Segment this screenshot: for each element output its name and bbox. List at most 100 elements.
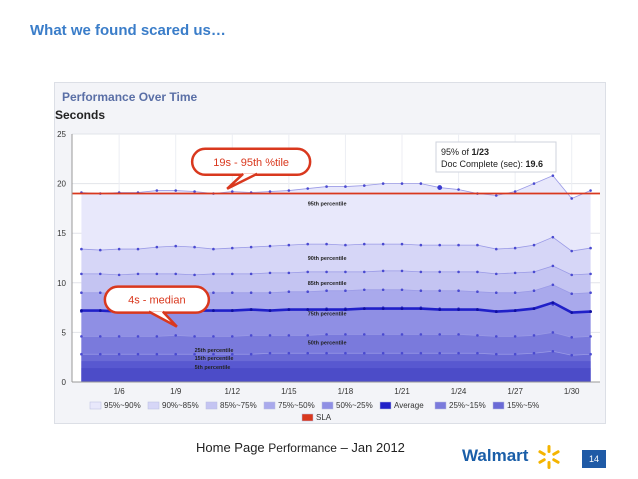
average-point bbox=[570, 311, 574, 314]
y-axis-label: Seconds bbox=[55, 108, 106, 122]
lower-band bbox=[81, 368, 591, 382]
legend-label: 25%~15% bbox=[449, 401, 486, 410]
band-point bbox=[494, 247, 498, 251]
band-point bbox=[551, 283, 555, 287]
band-point bbox=[381, 242, 385, 246]
average-point bbox=[230, 309, 234, 312]
band-point bbox=[400, 288, 404, 292]
band-point bbox=[570, 197, 574, 200]
legend-label: 95%~90% bbox=[104, 401, 141, 410]
band-point bbox=[419, 289, 423, 293]
average-point bbox=[212, 309, 215, 312]
band-point bbox=[419, 243, 423, 247]
band-point bbox=[419, 351, 423, 355]
band-point bbox=[268, 291, 272, 295]
band-point bbox=[589, 189, 592, 192]
callout-tail bbox=[148, 310, 178, 328]
band-point bbox=[589, 272, 592, 276]
band-point bbox=[362, 333, 366, 336]
band-point bbox=[532, 289, 536, 293]
band-point bbox=[344, 243, 347, 247]
band-point bbox=[249, 272, 253, 276]
y-tick-label: 25 bbox=[57, 130, 66, 139]
legend-label: SLA bbox=[316, 413, 332, 422]
band-point bbox=[117, 352, 121, 356]
band-point bbox=[494, 352, 498, 356]
average-point bbox=[419, 307, 423, 310]
percentile-label: 15th percentile bbox=[195, 356, 234, 362]
average-point bbox=[325, 308, 328, 311]
band-point bbox=[212, 247, 215, 251]
percentile-label: 5th percentile bbox=[195, 365, 231, 371]
average-point bbox=[476, 308, 479, 311]
average-point bbox=[513, 309, 517, 312]
tooltip-line2: Doc Complete (sec): 19.6 bbox=[441, 159, 543, 169]
band-point bbox=[400, 333, 404, 336]
legend-label: 15%~5% bbox=[507, 401, 539, 410]
average-point bbox=[80, 309, 83, 312]
band-point bbox=[476, 243, 479, 247]
band-edge-25%~15% bbox=[81, 331, 591, 338]
footer-rest: – Jan 2012 bbox=[336, 440, 405, 455]
band-edge-90%~85% bbox=[81, 236, 591, 252]
band-point bbox=[532, 334, 536, 337]
band-point bbox=[230, 335, 234, 338]
band-point bbox=[325, 185, 328, 188]
band-point bbox=[306, 270, 310, 274]
band-point bbox=[344, 270, 347, 274]
average-point bbox=[98, 309, 102, 312]
band-point bbox=[230, 352, 234, 356]
band-point bbox=[80, 247, 83, 251]
band-point bbox=[287, 189, 291, 192]
x-tick-label: 1/18 bbox=[338, 387, 354, 396]
legend-swatch bbox=[205, 401, 218, 410]
band-point bbox=[381, 288, 385, 292]
band-point bbox=[513, 246, 517, 250]
band-point bbox=[589, 291, 592, 295]
slide-title: What we found scared us… bbox=[30, 22, 226, 39]
band-point bbox=[457, 243, 460, 247]
band-point bbox=[268, 351, 272, 355]
band-point bbox=[136, 335, 140, 338]
band-point bbox=[98, 352, 102, 356]
band-point bbox=[551, 174, 555, 177]
average-point bbox=[362, 307, 366, 310]
band-point bbox=[98, 248, 102, 252]
band-point bbox=[155, 272, 159, 276]
band-point bbox=[249, 245, 253, 249]
band-point bbox=[419, 333, 423, 336]
percentile-label: 25th percentile bbox=[195, 348, 234, 354]
band-point bbox=[551, 264, 555, 268]
band-point bbox=[249, 291, 253, 295]
legend-swatch bbox=[263, 401, 276, 410]
band-point bbox=[381, 351, 385, 355]
band-point bbox=[362, 184, 366, 187]
tooltip-line1: 95% of 1/23 bbox=[441, 147, 489, 157]
callout-text: 19s - 95th %tile bbox=[213, 157, 289, 169]
band-point bbox=[344, 289, 347, 293]
band-point bbox=[98, 291, 102, 295]
legend-label: Average bbox=[394, 401, 424, 410]
band-point bbox=[438, 289, 442, 293]
x-tick-label: 1/12 bbox=[224, 387, 240, 396]
band-point bbox=[513, 335, 517, 338]
average-point bbox=[532, 307, 536, 310]
band-point bbox=[457, 270, 460, 274]
band-point bbox=[494, 194, 498, 197]
band-point bbox=[155, 189, 159, 192]
band-point bbox=[476, 334, 479, 337]
legend-swatch bbox=[89, 401, 102, 410]
band-point bbox=[230, 291, 234, 295]
band-point bbox=[306, 334, 310, 337]
band-point bbox=[400, 242, 404, 246]
band-point bbox=[419, 182, 423, 185]
tooltip-marker bbox=[437, 185, 443, 190]
y-tick-label: 20 bbox=[57, 180, 66, 189]
band-point bbox=[570, 353, 574, 357]
y-tick-label: 5 bbox=[62, 328, 67, 337]
band-point bbox=[136, 247, 140, 251]
band-point bbox=[230, 272, 234, 276]
band-point bbox=[381, 333, 385, 336]
band-point bbox=[306, 187, 310, 190]
band-point bbox=[268, 334, 272, 337]
